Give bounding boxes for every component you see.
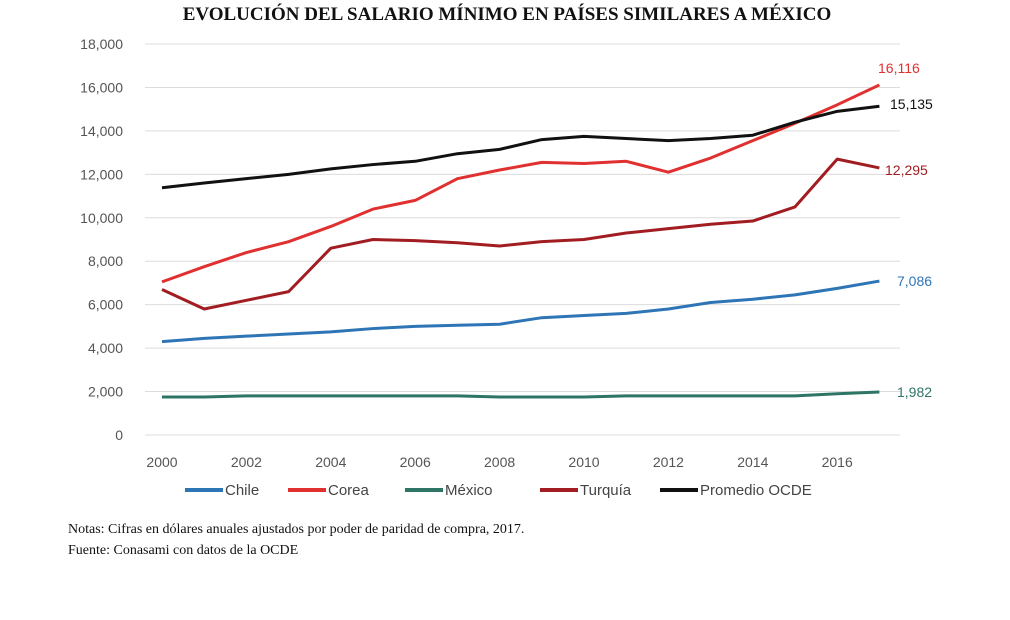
y-tick-label: 0 (115, 427, 123, 443)
x-tick-label: 2002 (231, 454, 262, 470)
x-tick-label: 2010 (568, 454, 599, 470)
chart-title: EVOLUCIÓN DEL SALARIO MÍNIMO EN PAÍSES S… (183, 3, 832, 25)
data-label: 1,982 (897, 384, 932, 400)
legend-label: Turquía (580, 482, 632, 499)
source-text: Fuente: Conasami con datos de la OCDE (68, 543, 299, 558)
data-label: 7,086 (897, 273, 932, 289)
series-line-corea (161, 83, 881, 284)
x-tick-label: 2006 (400, 454, 431, 470)
y-tick-label: 16,000 (80, 79, 123, 95)
legend-label: Promedio OCDE (700, 482, 812, 499)
y-tick-label: 18,000 (80, 36, 123, 52)
y-tick-label: 14,000 (80, 123, 123, 139)
series-line-turquía (161, 157, 880, 311)
series-line-chile (161, 279, 880, 344)
x-tick-label: 2012 (653, 454, 684, 470)
y-tick-label: 12,000 (80, 166, 123, 182)
y-tick-label: 8,000 (88, 253, 123, 269)
y-tick-label: 10,000 (80, 210, 123, 226)
series-line-méxico (162, 390, 880, 399)
data-label: 15,135 (890, 96, 933, 112)
y-tick-label: 4,000 (88, 340, 123, 356)
data-label: 12,295 (885, 162, 928, 178)
legend-label: México (445, 482, 493, 499)
x-tick-label: 2008 (484, 454, 515, 470)
legend-label: Corea (328, 482, 370, 499)
y-tick-label: 6,000 (88, 297, 123, 313)
series-line-promedio-ocde (161, 104, 880, 190)
notes-text: Notas: Cifras en dólares anuales ajustad… (68, 522, 525, 537)
x-tick-label: 2004 (315, 454, 346, 470)
x-tick-label: 2014 (737, 454, 768, 470)
data-label: 16,116 (878, 60, 920, 76)
legend-label: Chile (225, 482, 259, 499)
y-tick-label: 2,000 (88, 384, 123, 400)
x-tick-label: 2000 (146, 454, 177, 470)
x-tick-label: 2016 (822, 454, 853, 470)
